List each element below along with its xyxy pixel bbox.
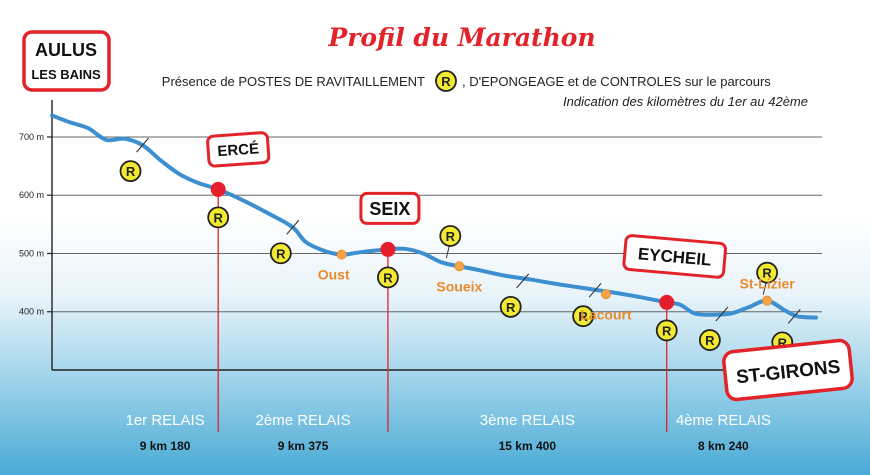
y-tick-label: 600 m — [19, 190, 44, 200]
station-r-circle — [119, 160, 142, 183]
station-marker: R — [207, 206, 230, 229]
station-marker: R — [655, 319, 678, 342]
subtitle-station-symbol: R — [435, 70, 457, 92]
relay-dot — [659, 294, 675, 310]
relay-dot — [210, 181, 226, 197]
station-r-label: R — [446, 229, 456, 244]
station-r-circle — [655, 319, 678, 342]
relay-segment-distance: 8 km 240 — [698, 439, 749, 453]
subtitle-pre: Présence de POSTES DE RAVITAILLEMENT — [162, 74, 425, 89]
relay-segment-label: 2ème RELAIS — [256, 412, 351, 429]
chart-title: Profil du Marathon — [327, 23, 595, 52]
station-marker: R — [756, 261, 779, 295]
station-r-label: R — [126, 164, 136, 179]
start-sign: AULUS LES BAINS — [22, 30, 111, 92]
station-r-circle — [377, 266, 399, 289]
station-r-label: R — [662, 323, 672, 338]
relay-segment-distance: 9 km 375 — [278, 439, 329, 453]
station-r-label: R — [778, 335, 788, 350]
village-label: Oust — [318, 267, 350, 283]
station-tick — [516, 273, 530, 289]
subtitle-post: , D'EPONGEAGE et de CONTROLES sur le par… — [462, 74, 771, 89]
y-tick-label: 500 m — [19, 248, 44, 258]
station-marker: R — [269, 219, 300, 265]
station-tick — [588, 282, 602, 298]
finish-sign: ST-GIRONS — [722, 338, 854, 402]
station-r-circle — [439, 225, 462, 247]
relay-segment-label: 1er RELAIS — [125, 412, 204, 429]
relay-sign-label: SEIX — [369, 199, 410, 219]
station-r-circle — [698, 329, 721, 351]
y-tick-label: 400 m — [19, 307, 44, 317]
station-r-circle — [756, 261, 779, 284]
relay-dot — [380, 241, 396, 257]
village-label: Lacourt — [580, 306, 632, 322]
elevation-profile-line — [50, 113, 818, 320]
village-label: Soueix — [436, 278, 482, 294]
station-tick — [445, 245, 450, 259]
village-dot — [762, 295, 773, 306]
station-r-circle — [572, 305, 595, 328]
station-r-label: R — [705, 333, 715, 348]
station-r-label: R — [383, 270, 393, 285]
station-tick — [715, 306, 729, 322]
start-label-line1: AULUS — [35, 40, 97, 60]
relay-segment-distance: 9 km 180 — [140, 439, 191, 453]
station-tick — [762, 282, 767, 295]
relay-sign-label: ERCÉ — [217, 140, 260, 160]
relay-segment-label: 3ème RELAIS — [480, 412, 575, 429]
station-marker: R — [499, 273, 530, 318]
station-r-circle — [269, 242, 292, 265]
svg-text:R: R — [441, 74, 451, 89]
subtitle-line-2: Indication des kilomètres du 1er au 42èm… — [563, 94, 808, 109]
station-tick — [787, 309, 801, 324]
station-marker: R — [439, 225, 462, 259]
station-r-label: R — [214, 210, 224, 225]
village-dot — [454, 261, 465, 272]
station-r-circle — [499, 295, 522, 318]
village-dot — [600, 289, 611, 300]
y-tick-label: 700 m — [19, 132, 44, 142]
village-label: St-Lizier — [740, 276, 796, 292]
village-dot — [336, 249, 347, 260]
station-tick — [136, 137, 149, 153]
station-marker: R — [119, 137, 149, 183]
station-marker: R — [377, 266, 399, 289]
relay-segment-distance: 15 km 400 — [499, 439, 557, 453]
station-r-label: R — [762, 266, 772, 281]
station-r-label: R — [506, 300, 516, 315]
station-r-label: R — [578, 309, 588, 324]
relay-sign: ERCÉ — [206, 131, 271, 168]
station-marker: R — [572, 282, 602, 328]
relay-sign: SEIX — [359, 191, 421, 225]
start-label-line2: LES BAINS — [31, 67, 101, 82]
relay-sign: EYCHEIL — [622, 234, 728, 279]
station-marker: R — [698, 306, 729, 351]
station-r-circle — [207, 206, 230, 229]
station-r-label: R — [276, 246, 286, 261]
station-tick — [286, 219, 300, 235]
relay-segment-label: 4ème RELAIS — [676, 412, 771, 429]
